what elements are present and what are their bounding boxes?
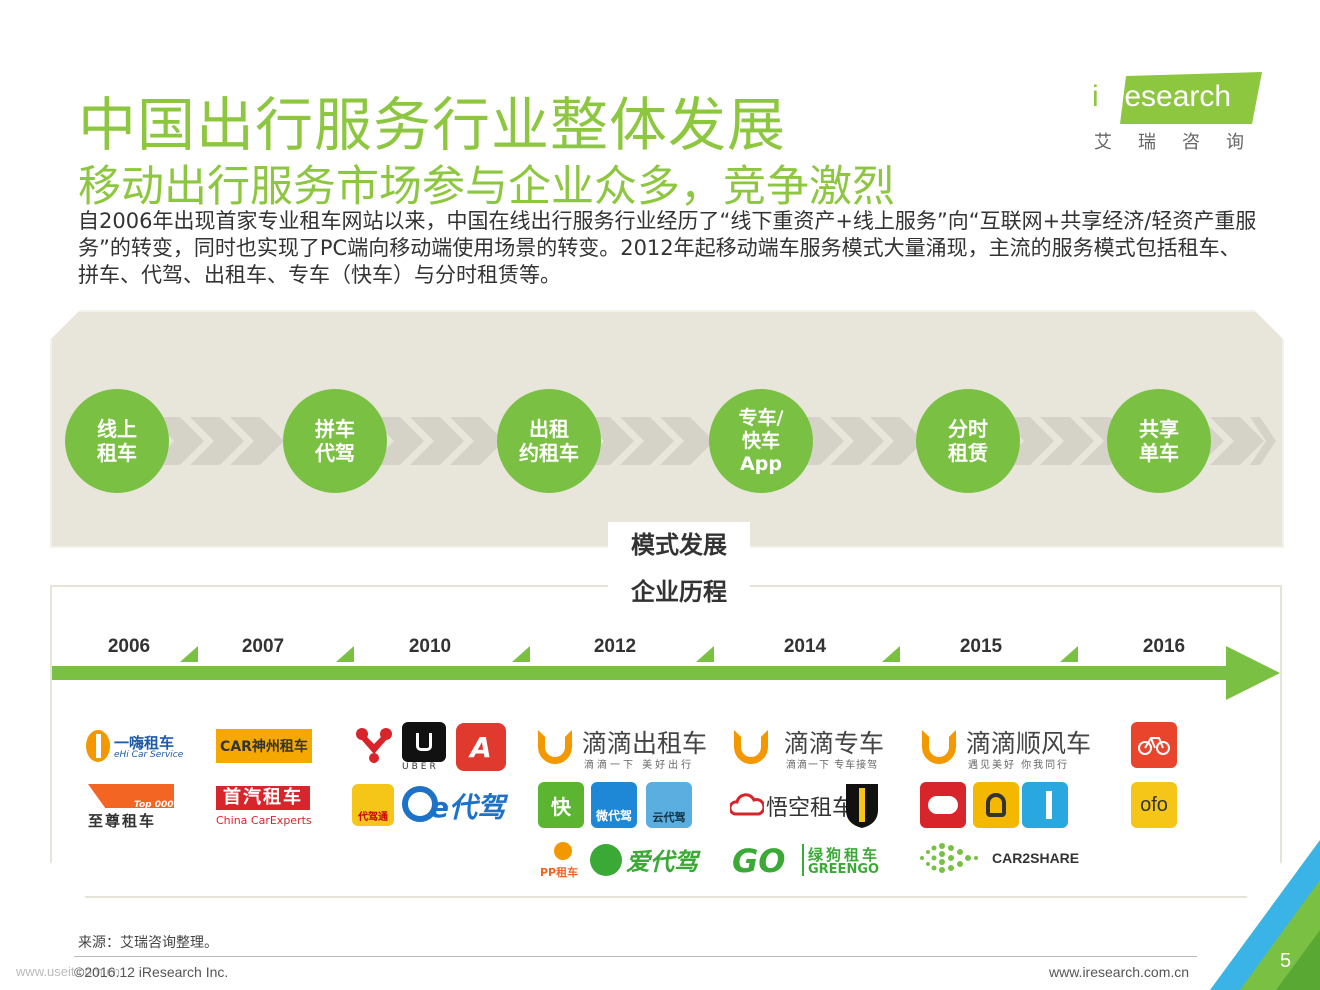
mode-special-car: 专车/ 快车 App <box>709 389 813 493</box>
edaijia-logo: e代驾 <box>402 786 506 828</box>
mode-bike-share: 共享 单车 <box>1107 389 1211 493</box>
uber-u-icon <box>402 722 446 762</box>
car-front-icon <box>920 782 966 828</box>
didi-mark-icon <box>922 730 956 764</box>
source-note: 来源：艾瑞咨询整理。 <box>78 935 218 951</box>
yun-daijia-icon: 云代驾 <box>646 782 692 828</box>
zhizun-logo: Top 000 至尊租车 <box>88 784 174 830</box>
mode-time-share: 分时 租赁 <box>916 389 1020 493</box>
didi-mark-icon <box>538 730 572 764</box>
car2share-dots-icon <box>920 843 978 873</box>
mode-taxi: 出租 约租车 <box>497 389 601 493</box>
shouqi-logo: 首汽租车 China CarExperts <box>216 786 312 827</box>
page-number: 5 <box>1280 950 1292 972</box>
ehi-logo: 一嗨租车 eHi Car Service <box>84 728 183 766</box>
year-2014: 2014 <box>783 636 827 657</box>
page-title: 中国出行服务行业整体发展 <box>78 91 787 159</box>
pp-rental-logo: PP租车 <box>540 842 586 879</box>
website-url: www.iresearch.com.cn <box>1049 964 1190 980</box>
mode-carpool-driver: 拼车 代驾 <box>283 389 387 493</box>
time-share-icon <box>1022 782 1068 828</box>
location-pin-icon <box>973 782 1019 828</box>
year-2012: 2012 <box>593 636 637 657</box>
wukong-cloud-icon <box>730 793 764 816</box>
watermark: www.useit.com.cn <box>16 964 121 979</box>
shenzhou-logo: CAR神州租车 <box>216 729 312 763</box>
year-2015: 2015 <box>959 636 1003 657</box>
corner-decoration <box>1210 840 1320 990</box>
wukong-logo: 悟空租车 <box>730 788 854 822</box>
go-mark-icon: GO <box>732 842 786 880</box>
aidaijia-logo: 爱代驾 <box>590 842 698 878</box>
uber-logo: UBER <box>400 722 448 774</box>
page-subtitle: 移动出行服务市场参与企业众多，竞争激烈 <box>78 162 895 212</box>
logo-text: i Research <box>1092 80 1232 113</box>
mobike-bicycle-icon <box>1131 722 1177 768</box>
didi-hitch-logo: 滴滴顺风车 遇见美好 你我同行 <box>922 724 1091 772</box>
intro-paragraph: 自2006年出现首家专业租车网站以来，中国在线出行服务行业经历了“线下重资产+线… <box>78 209 1257 287</box>
aidaijia-wheel-icon <box>590 844 622 876</box>
iresearch-logo: i Research 艾瑞咨询 <box>1092 72 1262 153</box>
pp-pin-icon <box>554 842 572 860</box>
zhizun-banner <box>88 784 174 808</box>
didi-taxi-logo: 滴滴出租车 滴滴一下 美好出行 <box>538 724 707 772</box>
year-2016: 2016 <box>1142 636 1186 657</box>
aa-car-icon: A <box>456 723 506 771</box>
greengo-logo: GO 绿狗租车 GREENGO <box>732 842 881 880</box>
copyright: ©2016.12 iResearch Inc. <box>74 964 229 980</box>
mode-online-rental: 线上 租车 <box>65 389 169 493</box>
ehi-mark-icon <box>86 730 110 762</box>
logo-subtitle: 艾瑞咨询 <box>1094 132 1270 153</box>
ofo-logo: ofo <box>1131 782 1177 828</box>
year-2007: 2007 <box>241 636 285 657</box>
shield-icon <box>846 784 878 828</box>
mode-label: 模式发展 <box>608 522 750 568</box>
kuai-di-icon: 快 <box>538 782 584 828</box>
footer-divider <box>74 956 1197 957</box>
edaijia-e-icon <box>402 786 438 822</box>
timeline-arrow <box>52 646 1280 700</box>
yidao-y-icon <box>356 728 392 763</box>
year-2010: 2010 <box>408 636 452 657</box>
logo-banner <box>1120 72 1262 124</box>
wei-daijia-icon: 微代驾 <box>591 782 637 828</box>
didi-mark-icon <box>734 730 768 764</box>
daijia-tong-icon: 代驾通 <box>352 784 394 826</box>
year-2006: 2006 <box>107 636 151 657</box>
car2share-label: CAR2SHARE <box>992 850 1080 866</box>
didi-special-logo: 滴滴专车 滴滴一下 专车接驾 <box>734 724 884 772</box>
history-label: 企业历程 <box>608 570 750 614</box>
